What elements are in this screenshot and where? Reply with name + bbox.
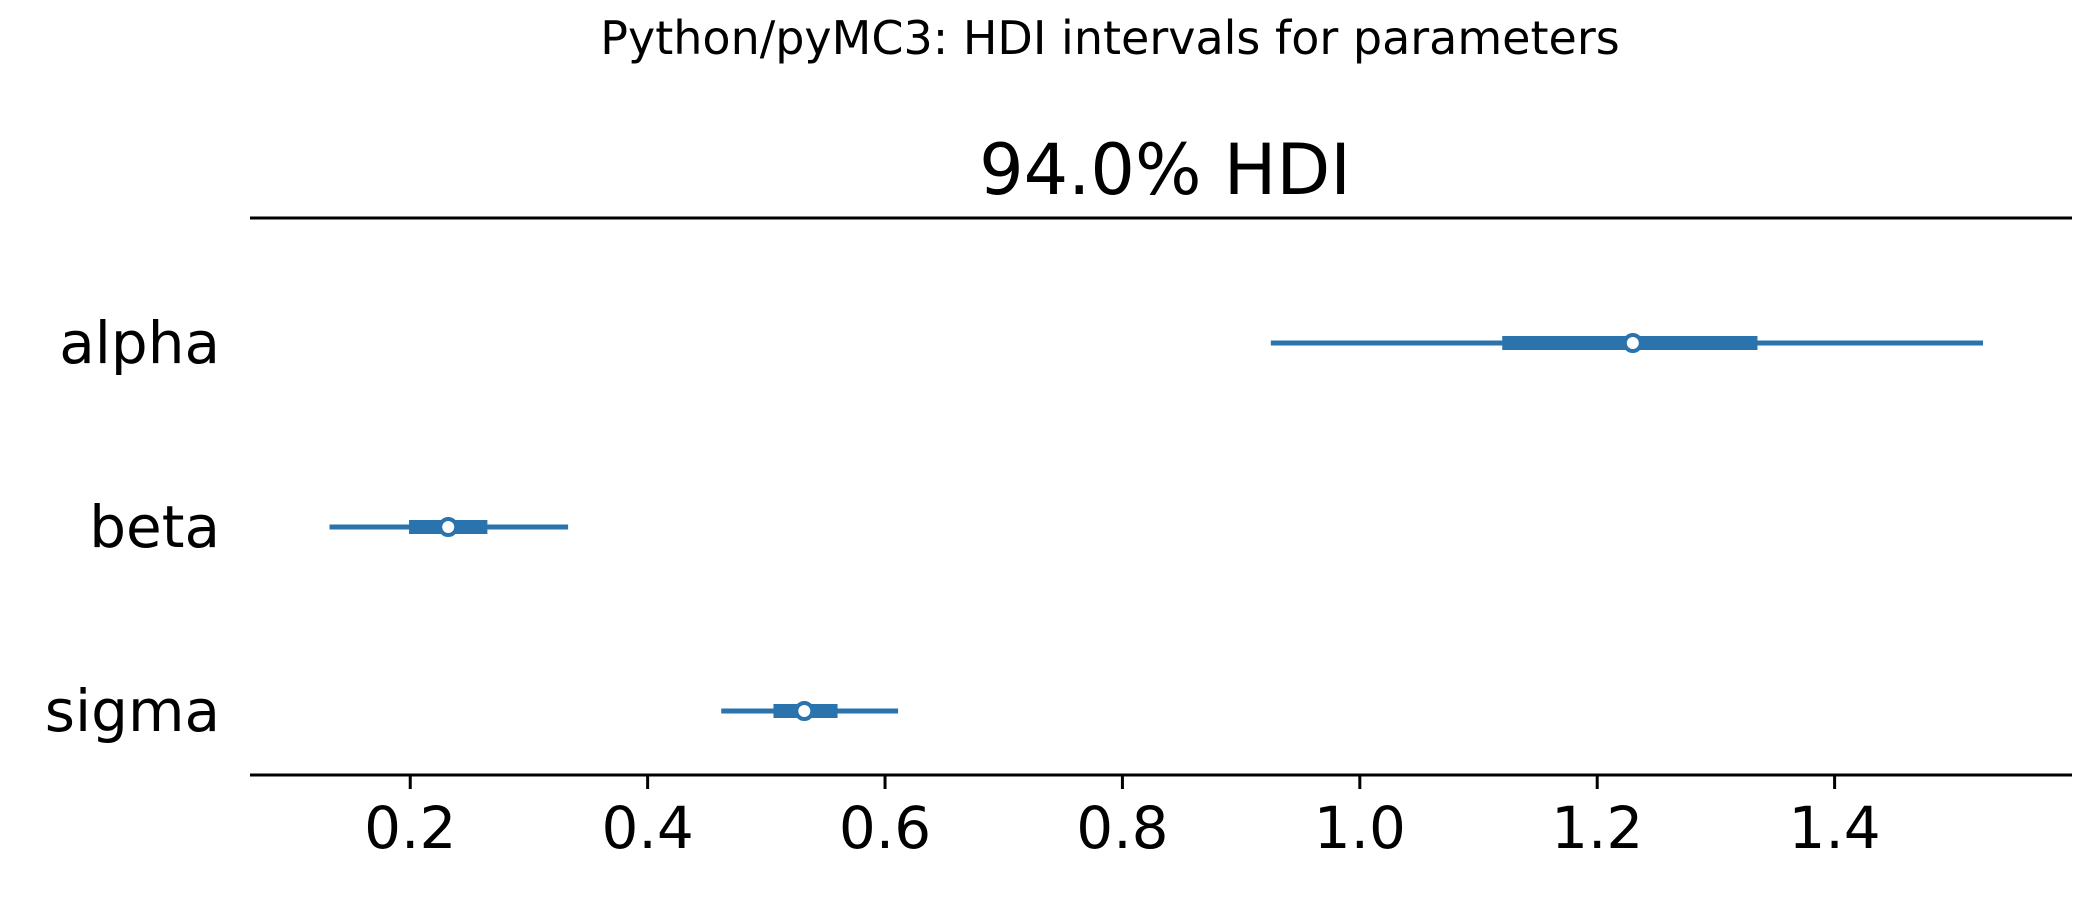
x-tick-label: 0.8 (1076, 794, 1168, 862)
param-label-sigma: sigma (45, 677, 220, 745)
x-tick-label: 1.0 (1314, 794, 1406, 862)
figure-title: Python/pyMC3: HDI intervals for paramete… (600, 11, 1619, 65)
x-tick-label: 0.2 (364, 794, 456, 862)
x-tick-label: 0.4 (602, 794, 694, 862)
point-estimate-beta (438, 517, 459, 537)
x-axis-ticks: 0.2 0.4 0.6 0.8 1.0 1.2 1.4 (364, 775, 1881, 862)
x-tick-label: 0.6 (839, 794, 931, 862)
point-estimate-alpha (1622, 333, 1643, 353)
parameter-rows: alpha beta sigma (45, 309, 1983, 745)
row-alpha: alpha (59, 309, 1983, 377)
row-beta: beta (89, 493, 569, 561)
param-label-alpha: alpha (59, 309, 220, 377)
x-tick-label: 1.4 (1788, 794, 1880, 862)
param-label-beta: beta (89, 493, 220, 561)
axes-title: 94.0% HDI (979, 129, 1351, 211)
row-sigma: sigma (45, 677, 899, 745)
point-estimate-sigma (794, 701, 815, 721)
x-tick-label: 1.2 (1551, 794, 1643, 862)
